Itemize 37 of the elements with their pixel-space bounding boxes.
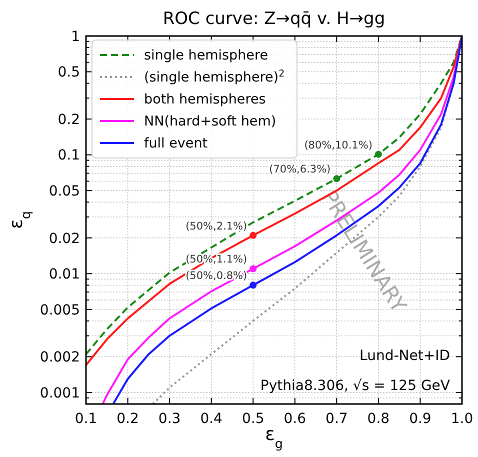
y-tick-label: 1 bbox=[71, 28, 80, 45]
y-tick-label: 0.2 bbox=[58, 112, 80, 128]
x-tick-label: 0.5 bbox=[242, 411, 264, 427]
x-tick-label: 0.4 bbox=[200, 411, 223, 427]
annotation: (80%,10.1%) bbox=[304, 139, 372, 152]
x-tick-label: 0.7 bbox=[326, 411, 348, 427]
text: 1.0 bbox=[450, 411, 474, 427]
x-tick-label: 0.8 bbox=[367, 411, 390, 427]
y-tick-label: 0.01 bbox=[48, 266, 80, 283]
x-tick-label: 0.3 bbox=[158, 411, 181, 427]
legend-label: NN(hard+soft hem) bbox=[144, 114, 276, 130]
point bbox=[250, 282, 257, 289]
x-tick-label: 0.2 bbox=[116, 411, 139, 427]
y-tick-label: 0.5 bbox=[58, 64, 80, 81]
legend-label: single hemisphere bbox=[144, 48, 268, 64]
y-tick-label: 0.02 bbox=[48, 230, 80, 247]
y-tick-label: 0.001 bbox=[40, 385, 80, 402]
x-axis-title: ε$_{g}$ bbox=[265, 424, 283, 450]
point bbox=[250, 265, 257, 272]
y-tick-label: 0.002 bbox=[40, 350, 80, 366]
point bbox=[333, 175, 340, 182]
y-tick-label: 0.05 bbox=[48, 184, 80, 200]
chart-title: ROC curve: Z→qq̄ v. H→gg bbox=[162, 9, 386, 29]
annotation: (50%,2.1%) bbox=[186, 220, 248, 232]
legend-label: full event bbox=[144, 136, 208, 152]
point bbox=[374, 150, 382, 158]
legend-label: both hemispheres bbox=[144, 92, 266, 108]
x-tick-label: 0.9 bbox=[409, 411, 432, 427]
annotation: Pythia8.306, √s = 125 GeV bbox=[260, 378, 450, 394]
x-tick-label: 0.1 bbox=[74, 411, 98, 427]
y-tick-label: 0.1 bbox=[58, 148, 80, 164]
y-tick-label: 0.005 bbox=[40, 302, 80, 318]
legend-label: (single hemisphere)$^{2}$ bbox=[144, 68, 285, 86]
annotation: Lund-Net+ID bbox=[360, 348, 450, 364]
point bbox=[250, 232, 257, 239]
annotation: (70%,6.3%) bbox=[269, 164, 331, 176]
x-tick-label: 0.6 bbox=[284, 411, 306, 427]
